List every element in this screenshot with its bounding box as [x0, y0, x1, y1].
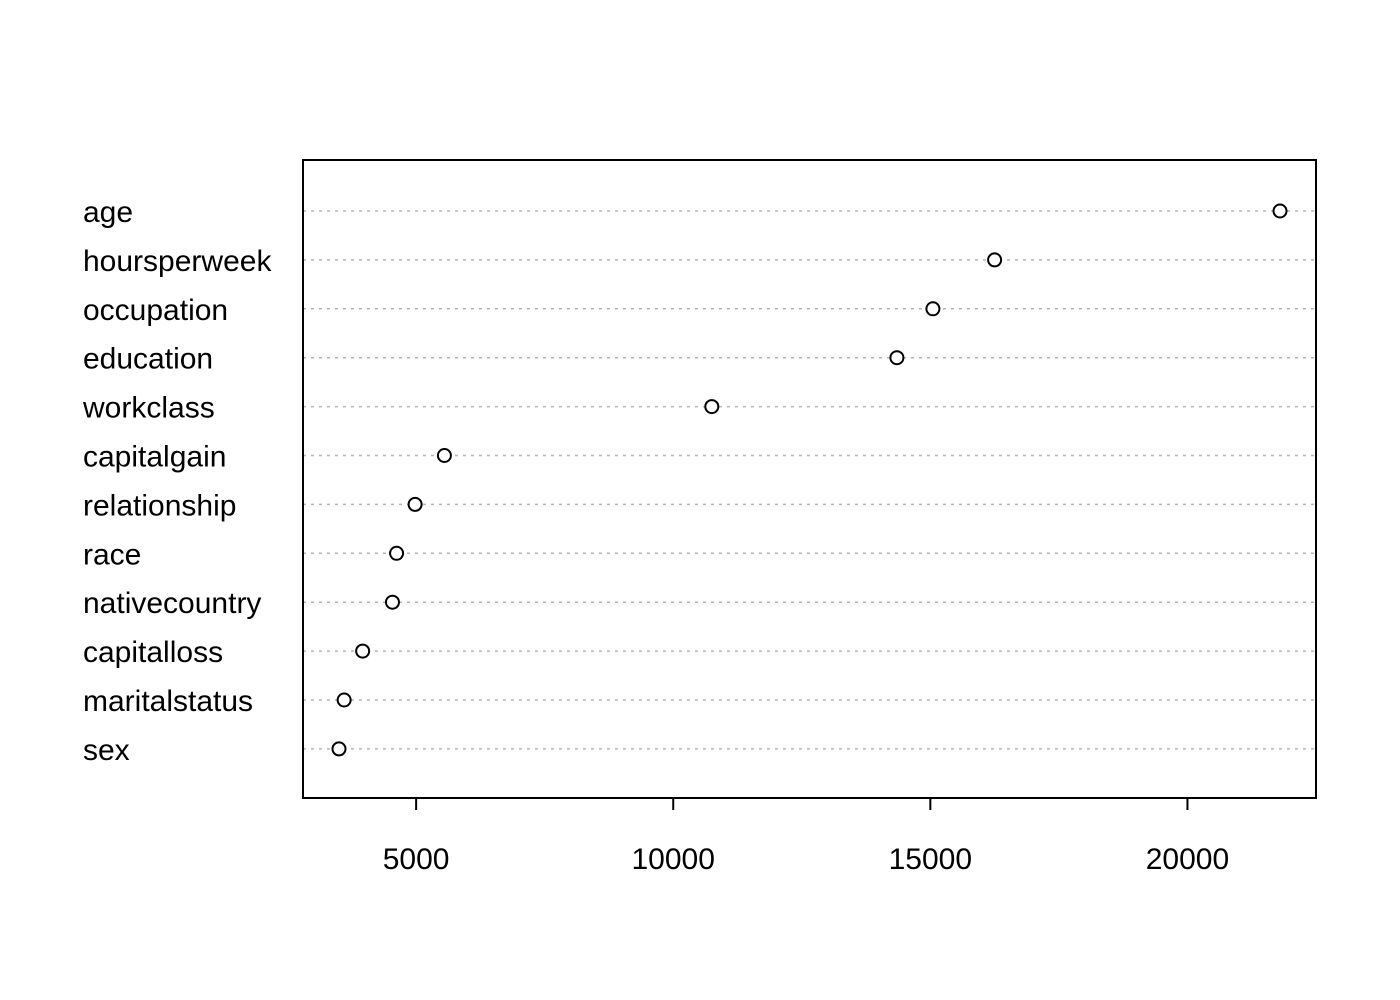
category-label: capitalgain: [83, 441, 226, 474]
data-point: [384, 594, 400, 610]
x-tick-label: 5000: [383, 843, 450, 876]
category-label: education: [83, 343, 213, 376]
x-tick-label: 20000: [1146, 843, 1229, 876]
x-tick-label: 10000: [632, 843, 715, 876]
data-point: [407, 496, 423, 512]
data-point: [1272, 203, 1288, 219]
category-labels: age hoursperweek occupation education workcl…: [82, 196, 272, 767]
data-point: [336, 692, 352, 708]
guide-lines: [303, 210, 1316, 750]
data-point: [925, 301, 941, 317]
category-label: relationship: [83, 489, 236, 522]
data-point: [355, 643, 371, 659]
data-point: [889, 350, 905, 366]
category-label: race: [83, 538, 141, 571]
category-label: age: [83, 196, 133, 229]
category-label: workclass: [82, 392, 215, 425]
data-point: [704, 399, 720, 415]
category-label: maritalstatus: [83, 685, 253, 718]
category-label: hoursperweek: [83, 245, 272, 278]
plot-frame: [302, 159, 1317, 799]
data-point: [331, 741, 347, 757]
data-points: [331, 203, 1288, 757]
category-label: capitalloss: [83, 636, 223, 669]
data-point: [389, 545, 405, 561]
data-point: [436, 448, 452, 463]
category-label: sex: [83, 734, 130, 767]
data-point: [987, 252, 1003, 268]
x-tick-label: 15000: [889, 843, 972, 876]
category-label: occupation: [83, 294, 228, 327]
category-label: nativecountry: [83, 587, 261, 620]
x-axis: 5000 10000 15000 20000: [383, 797, 1229, 876]
